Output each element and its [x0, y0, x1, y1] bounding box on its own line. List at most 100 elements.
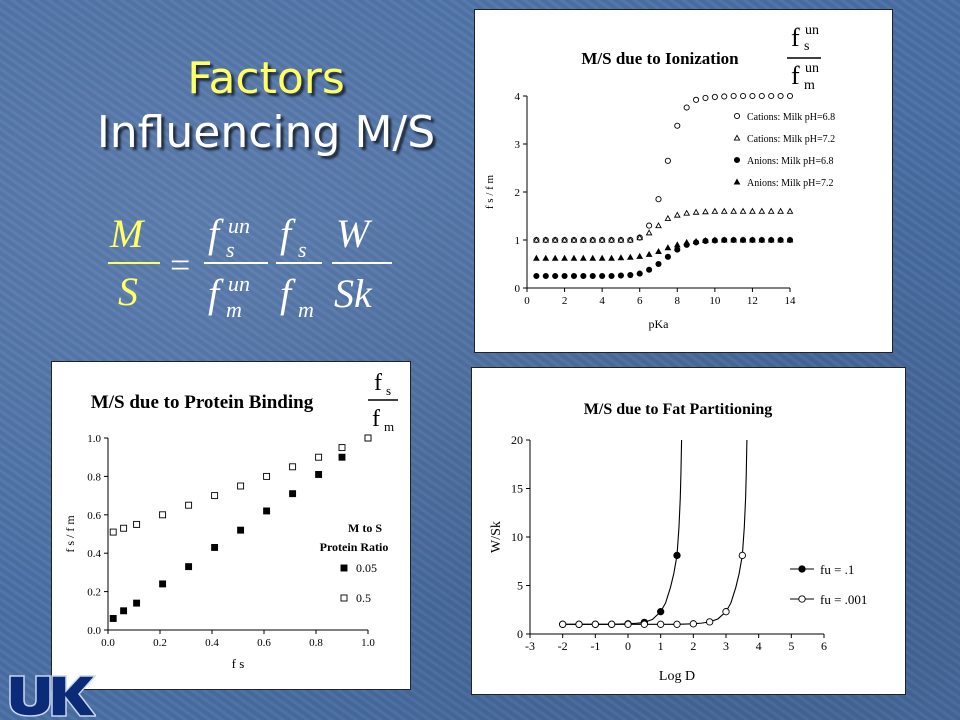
- x-tick-label: 0.4: [205, 637, 219, 649]
- chart-title: M/S due to Ionization: [581, 49, 739, 68]
- legend-label: Anions: Milk pH=6.8: [747, 156, 833, 167]
- data-point: [636, 234, 644, 241]
- fat-partitioning-chart-panel: M/S due to Fat Partitioning -3 -2 -1 0 1 2 3 4 5 6…: [471, 367, 906, 695]
- data-point: [608, 254, 615, 261]
- x-axis-label: f s: [232, 656, 245, 671]
- formula-equals: =: [170, 245, 190, 285]
- data-point: [211, 543, 219, 551]
- x-tick-label: 1.0: [361, 637, 375, 649]
- data-point: [655, 222, 662, 229]
- x-tick-label: 0.6: [257, 637, 271, 649]
- data-point: [739, 207, 747, 214]
- legend-title-line1: M to S: [348, 521, 382, 535]
- legend-label: Anions: Milk pH=7.2: [747, 178, 833, 189]
- data-point: [315, 453, 323, 461]
- data-point: [730, 236, 738, 243]
- data-point: [786, 92, 794, 100]
- x-tick-label: 3: [723, 639, 729, 653]
- y-tick-label: 3: [515, 139, 521, 151]
- data-point: [109, 528, 117, 536]
- data-point: [673, 211, 681, 218]
- data-point: [159, 580, 167, 588]
- y-tick-label: 5: [517, 579, 523, 593]
- data-point: [542, 236, 550, 243]
- data-point: [645, 229, 653, 236]
- data-point: [636, 270, 643, 277]
- x-tick-label: 0: [524, 295, 530, 307]
- x-tick-label: 0: [625, 639, 631, 653]
- series-1: [559, 439, 683, 628]
- data-point: [624, 620, 632, 628]
- data-point: [749, 236, 756, 243]
- data-point: [561, 236, 568, 243]
- data-point: [711, 207, 719, 214]
- y-tick-label: 0.4: [87, 548, 101, 560]
- data-point: [749, 207, 756, 214]
- data-point: [702, 94, 709, 101]
- y-axis-label: f s / f m: [63, 515, 77, 553]
- data-point: [683, 238, 691, 245]
- data-point: [730, 92, 737, 100]
- data-point: [786, 207, 794, 214]
- series-2: [109, 434, 372, 536]
- data-point: [721, 93, 728, 100]
- formula-s1: s: [226, 237, 235, 262]
- legend-marker: [733, 178, 741, 185]
- data-point: [608, 236, 615, 243]
- formula-f4: f: [280, 271, 296, 316]
- series-1: [109, 434, 372, 622]
- data-point: [608, 620, 616, 628]
- data-point: [237, 526, 245, 534]
- data-point: [706, 618, 714, 626]
- x-axis-label: Log D: [659, 669, 695, 684]
- data-point: [720, 236, 728, 243]
- data-point: [185, 563, 193, 571]
- x-tick-label: 6: [637, 295, 643, 307]
- data-point: [738, 551, 746, 560]
- data-point: [589, 272, 596, 280]
- x-tick-label: 8: [675, 295, 681, 307]
- inset-den-sub: m: [804, 78, 815, 93]
- x-tick-label: 2: [562, 295, 568, 307]
- data-point: [636, 252, 644, 259]
- x-tick-label: -1: [590, 639, 600, 653]
- data-point: [786, 236, 794, 243]
- data-point: [645, 250, 653, 257]
- data-point: [692, 208, 700, 215]
- y-tick-label: 1: [515, 235, 521, 247]
- x-tick-label: 10: [709, 295, 721, 307]
- chart-title: M/S due to Fat Partitioning: [584, 401, 772, 418]
- legend-title-line2: Protein Ratio: [320, 540, 389, 554]
- data-point: [237, 482, 245, 490]
- data-point: [533, 272, 540, 280]
- formula-lhs-den: S: [118, 269, 138, 314]
- data-point: [608, 272, 615, 280]
- x-tick-label: -2: [558, 639, 568, 653]
- x-tick-label: 0.8: [309, 637, 323, 649]
- legend-label: fu = .001: [820, 592, 867, 607]
- formula-m2: m: [298, 297, 314, 322]
- data-point: [570, 272, 578, 280]
- y-tick-label: 20: [511, 433, 523, 447]
- data-point: [777, 236, 784, 243]
- data-point: [338, 444, 346, 452]
- chart-title: M/S due to Protein Binding: [91, 392, 314, 413]
- data-point: [551, 236, 559, 243]
- data-point: [730, 207, 738, 214]
- data-point: [739, 92, 747, 100]
- data-point: [580, 272, 587, 280]
- formula-s2: s: [298, 237, 307, 262]
- inset-den-sub: m: [384, 419, 394, 434]
- data-point: [674, 246, 681, 253]
- data-point: [664, 214, 672, 221]
- data-point: [579, 236, 587, 243]
- inset-num-sup: un: [805, 23, 819, 38]
- data-point: [702, 236, 709, 244]
- formula-w: W: [336, 211, 373, 256]
- data-point: [767, 207, 775, 214]
- data-point: [133, 520, 141, 528]
- data-point: [720, 207, 728, 214]
- data-point: [598, 236, 606, 243]
- data-point: [657, 620, 665, 628]
